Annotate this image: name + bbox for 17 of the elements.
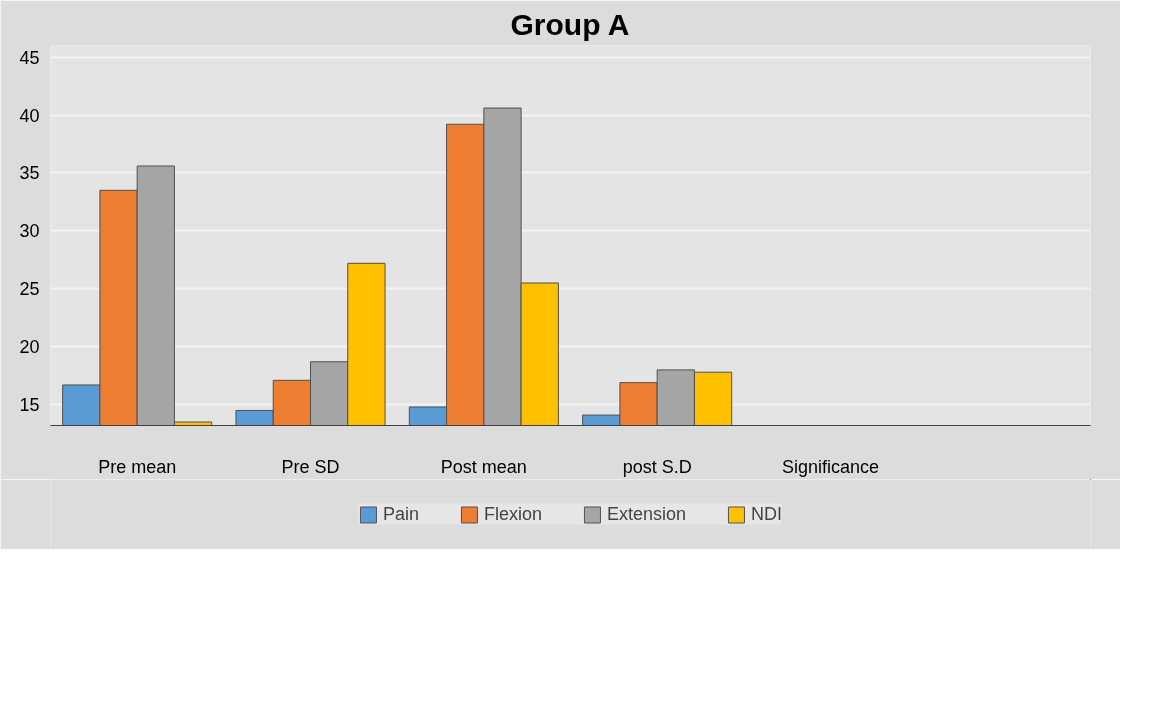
y-tick-label: 40	[19, 105, 40, 126]
legend-label: Flexion	[483, 503, 542, 525]
x-tick-label: Pre SD	[281, 456, 340, 477]
x-tick-label: Pre mean	[98, 456, 177, 477]
chart-title: Group A	[510, 7, 630, 41]
y-tick-label: 35	[19, 163, 40, 184]
legend-label: Pain	[382, 503, 419, 525]
x-tick-label: Significance	[781, 456, 880, 477]
y-tick-label: 15	[19, 395, 40, 416]
legend-label: NDI	[751, 503, 783, 525]
legend-label: Extension	[607, 503, 687, 525]
y-tick-label: 30	[19, 221, 40, 242]
y-tick-label: 45	[19, 47, 40, 68]
x-tick-label: Post mean	[440, 456, 527, 477]
x-tick-label: post S.D	[622, 456, 692, 477]
y-tick-label: 20	[19, 337, 40, 358]
y-tick-label: 25	[19, 279, 40, 300]
